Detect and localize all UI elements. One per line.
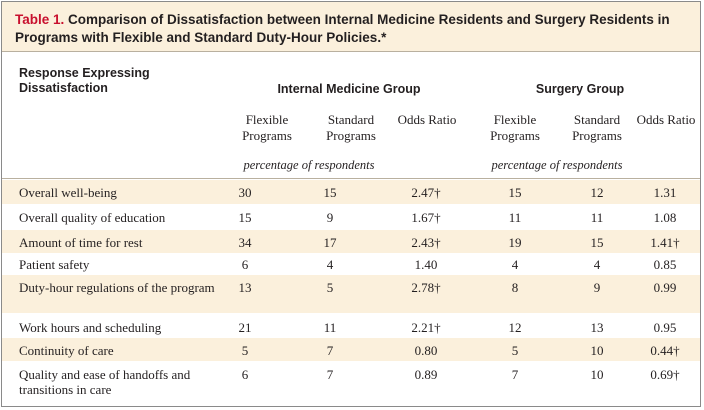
table-row: Amount of time for rest 34 17 2.43† 19 15 1.41…: [2, 230, 700, 253]
row-value: 11: [323, 320, 337, 335]
row-value: 34: [238, 235, 252, 250]
row-label: Patient safety: [19, 257, 90, 272]
row-label: Amount of time for rest: [19, 235, 143, 250]
row-value: 4: [593, 257, 601, 272]
col-head-im-flexible: Flexible Programs: [242, 112, 292, 143]
row-value: 5: [511, 343, 519, 358]
table-row: Quality and ease of handoffs and transit…: [2, 362, 700, 405]
row-label: Duty-hour regulations of the program: [19, 280, 215, 295]
col-head-sg-flexible: Flexible Programs: [490, 112, 540, 143]
group-header-surgery: Surgery Group: [535, 82, 625, 96]
row-value: 11: [590, 210, 604, 225]
row-value: 7: [326, 367, 334, 382]
table-row: Overall quality of education 15 9 1.67† 11 11…: [2, 205, 700, 228]
row-value: 5: [326, 280, 334, 295]
row-value: 13: [238, 280, 252, 295]
row-value: 6: [241, 257, 249, 272]
row-value: 15: [323, 185, 337, 200]
row-label: Overall quality of education: [19, 210, 166, 225]
row-value: 2.47†: [411, 185, 441, 200]
row-value: 0.69†: [650, 367, 680, 382]
table-row: Overall well-being 30 15 2.47† 15 12 1.31: [2, 180, 700, 204]
row-value: 2.21†: [411, 320, 441, 335]
row-value: 13: [590, 320, 604, 335]
row-label: Overall well-being: [19, 185, 117, 200]
row-value: 7: [511, 367, 519, 382]
table-row: Work hours and scheduling 21 11 2.21† 12 13 0.…: [2, 315, 700, 338]
row-value: 7: [326, 343, 334, 358]
row-value: 0.80: [414, 343, 438, 358]
row-value: 2.78†: [411, 280, 441, 295]
row-value: 19: [508, 235, 522, 250]
row-value: 15: [508, 185, 522, 200]
row-value: 0.85: [653, 257, 677, 272]
table-number: Table 1.: [15, 12, 65, 27]
row-label: Work hours and scheduling: [19, 320, 162, 335]
table-row: Continuity of care 5 7 0.80 5 10 0.44†: [2, 338, 700, 361]
table-caption: Comparison of Dissatisfaction between In…: [15, 12, 670, 45]
col-head-sg-standard: Standard Programs: [572, 112, 622, 143]
row-value: 0.44†: [650, 343, 680, 358]
row-value: 1.40: [414, 257, 438, 272]
unit-label-sg: percentage of respondents: [491, 158, 623, 172]
table-row: Duty-hour regulations of the program 13 5 2…: [2, 275, 700, 313]
row-value: 0.99: [653, 280, 677, 295]
row-value: 10: [590, 367, 604, 382]
col-head-im-standard: Standard Programs: [326, 112, 376, 143]
table-row: Patient safety 6 4 1.40 4 4 0.85: [2, 252, 700, 274]
row-value: 0.95: [653, 320, 677, 335]
col-head-im-odds: Odds Ratio: [397, 112, 457, 127]
row-value: 30: [238, 185, 252, 200]
row-label: Quality and ease of handoffs and transit…: [19, 367, 191, 397]
row-value: 10: [590, 343, 604, 358]
row-value: 6: [241, 367, 249, 382]
row-value: 1.41†: [650, 235, 680, 250]
row-value: 9: [326, 210, 334, 225]
row-value: 0.89: [414, 367, 438, 382]
col-head-sg-odds: Odds Ratio: [636, 112, 696, 127]
row-value: 12: [508, 320, 522, 335]
row-value: 12: [590, 185, 604, 200]
row-value: 9: [593, 280, 601, 295]
row-value: 1.67†: [411, 210, 441, 225]
group-header-internal-medicine: Internal Medicine Group: [277, 82, 421, 96]
row-value: 21: [238, 320, 252, 335]
row-value: 11: [508, 210, 522, 225]
row-value: 17: [323, 235, 337, 250]
table-title: Table 1. Comparison of Dissatisfaction b…: [15, 11, 695, 47]
row-value: 5: [241, 343, 249, 358]
header-rule: [2, 178, 700, 179]
row-value: 4: [326, 257, 334, 272]
row-label: Continuity of care: [19, 343, 114, 358]
row-value: 4: [511, 257, 519, 272]
row-value: 2.43†: [411, 235, 441, 250]
unit-label-im: percentage of respondents: [243, 158, 375, 172]
row-value: 1.31: [653, 185, 677, 200]
row-value: 8: [511, 280, 519, 295]
row-value: 15: [590, 235, 604, 250]
row-value: 15: [238, 210, 252, 225]
table-title-bar: Table 1. Comparison of Dissatisfaction b…: [2, 2, 700, 52]
row-value: 1.08: [653, 210, 677, 225]
row-header: Response Expressing Dissatisfaction: [19, 66, 150, 95]
